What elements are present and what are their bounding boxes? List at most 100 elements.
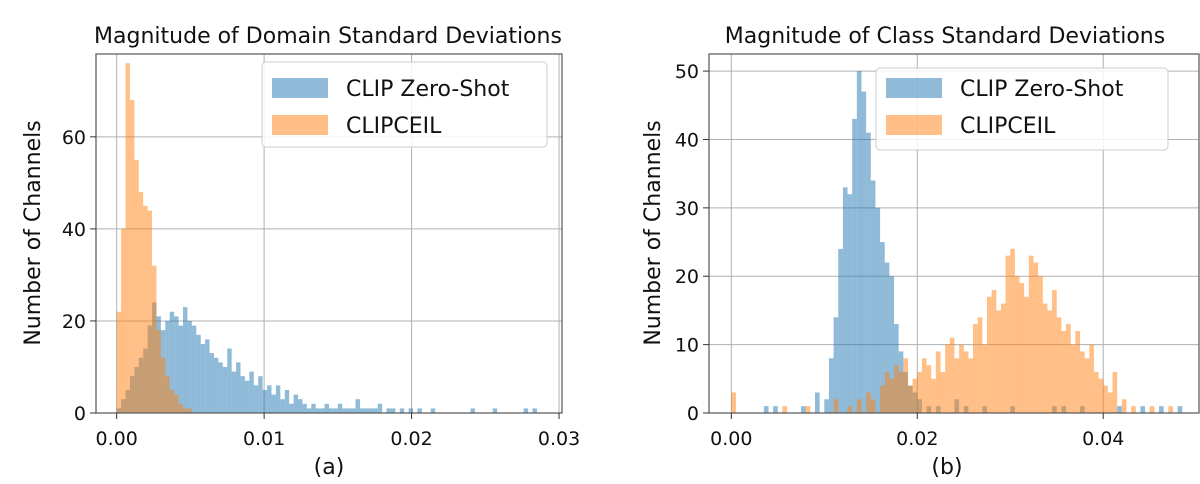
panel-b-bar [912, 378, 918, 413]
panel-a-legend-label-clip: CLIP Zero-Shot [346, 77, 510, 102]
panel-a-domain-std: 0.00 0.01 0.02 0.03 0 20 40 60 Magnitude of Dom… [21, 24, 580, 480]
panel-a-bar [147, 210, 153, 413]
panel-a-bar [187, 320, 192, 413]
panel-b-bar [828, 358, 834, 413]
panel-b-bar [1089, 344, 1094, 413]
panel-a-bar [240, 376, 245, 413]
panel-b-bar [889, 378, 895, 413]
panel-a-bar [231, 371, 237, 413]
panel-b-bar [1014, 276, 1020, 413]
panel-b-bar [991, 289, 997, 413]
panel-a-bar [275, 385, 281, 413]
panel-b-bar [894, 365, 899, 413]
panel-b-y-tick-label: 50 [675, 61, 699, 83]
panel-a-bar [351, 408, 356, 413]
panel-b-bar [959, 344, 964, 413]
panel-b-title: Magnitude of Class Standard Deviations [725, 24, 1165, 49]
panel-b-bar [833, 399, 839, 413]
panel-b-bar [1038, 276, 1043, 413]
panel-b-bar [954, 358, 960, 413]
panel-a-bar [244, 380, 250, 413]
panel-a-bar [236, 362, 241, 413]
panel-a-bar [289, 403, 294, 413]
panel-b-bar [1121, 399, 1127, 413]
panel-a-bar [284, 389, 290, 413]
panel-b-bar [1066, 324, 1071, 413]
panel-b-bar [875, 207, 881, 413]
panel-a-bar [386, 408, 391, 413]
panel-b-bar [731, 392, 736, 413]
panel-a-bar [205, 339, 210, 413]
panel-a-bar [196, 334, 201, 413]
panel-a-bar [174, 316, 179, 413]
panel-b-y-tick-label: 20 [675, 266, 699, 288]
panel-b-bar [856, 399, 862, 413]
panel-b-bar [1052, 289, 1057, 413]
panel-b-bars [731, 71, 1183, 414]
panel-a-bar [298, 399, 303, 413]
panel-a-bar [249, 371, 254, 413]
panel-a-x-tick-label: 0.01 [243, 428, 285, 450]
panel-b-bar [842, 187, 848, 413]
panel-a-bar [417, 408, 422, 413]
panel-b-bar [1177, 406, 1183, 413]
panel-a-bar [169, 311, 175, 413]
panel-b-bar [921, 358, 927, 413]
panel-a-bar [333, 408, 338, 413]
panel-a-x-tick-label: 0.02 [390, 428, 432, 450]
panel-b-bar [1047, 310, 1053, 413]
panel-b-bar [1070, 344, 1076, 413]
panel-b-bar [1079, 351, 1085, 413]
panel-b-bar [907, 385, 913, 413]
panel-b-bar [870, 399, 876, 413]
panel-b-bar [889, 276, 895, 413]
panel-b-bar [1056, 317, 1062, 413]
panel-b-bar [1000, 303, 1006, 413]
panel-a-bar [178, 403, 183, 413]
panel-a-bar [280, 399, 285, 413]
panel-a-series-0 [116, 302, 537, 413]
panel-b-legend-label-clip: CLIP Zero-Shot [960, 77, 1124, 102]
panel-a-bar [125, 63, 130, 414]
panel-a-bar [293, 394, 299, 413]
panel-b-bar [973, 324, 978, 413]
panel-a-bar [470, 408, 475, 413]
panel-b-bar [1084, 358, 1090, 413]
panel-a-bar [311, 403, 316, 413]
panel-a-bar [399, 408, 405, 413]
panel-a-bar [337, 403, 343, 413]
panel-b-x-tick-label: 0.02 [896, 428, 938, 450]
panel-b-bar [824, 399, 829, 413]
panel-b-bar [838, 248, 843, 413]
panel-b-bar [982, 344, 988, 413]
panel-b-y-tick-label: 30 [675, 198, 699, 220]
panel-a-bar [209, 353, 214, 413]
panel-a-bar [183, 408, 188, 413]
panel-a-bar [121, 228, 126, 413]
panel-a-legend-label-clipceil: CLIPCEIL [346, 114, 442, 139]
panel-b-bar [880, 242, 885, 413]
panel-a-bar [218, 362, 223, 413]
panel-b-axes-frame [708, 53, 1200, 414]
panel-a-bar [430, 408, 436, 413]
panel-a-bar [183, 307, 188, 413]
panel-a-bar [324, 403, 329, 413]
panel-a-bar [346, 408, 352, 413]
panel-a-bar [364, 408, 369, 413]
panel-b-bar [931, 378, 936, 413]
panel-b-bar [917, 371, 922, 413]
panel-b-bar [968, 358, 974, 413]
panel-a-y-tick-label: 60 [62, 127, 86, 149]
panel-b-bar [1033, 262, 1039, 413]
panel-b-bar [801, 406, 806, 413]
panel-b-y-axis-label: Number of Channels [641, 120, 666, 345]
panel-b-x-tick-label: 0.00 [710, 428, 752, 450]
panel-b-legend: CLIP Zero-Shot CLIPCEIL [875, 67, 1169, 151]
panel-a-bar [377, 403, 383, 413]
panel-a-y-axis-label: Number of Channels [21, 120, 46, 345]
panel-a-bar [306, 408, 312, 413]
panel-a-bar [258, 376, 263, 413]
panel-b-legend-label-clipceil: CLIPCEIL [960, 114, 1056, 139]
panel-a-legend: CLIP Zero-Shot CLIPCEIL [261, 61, 548, 148]
